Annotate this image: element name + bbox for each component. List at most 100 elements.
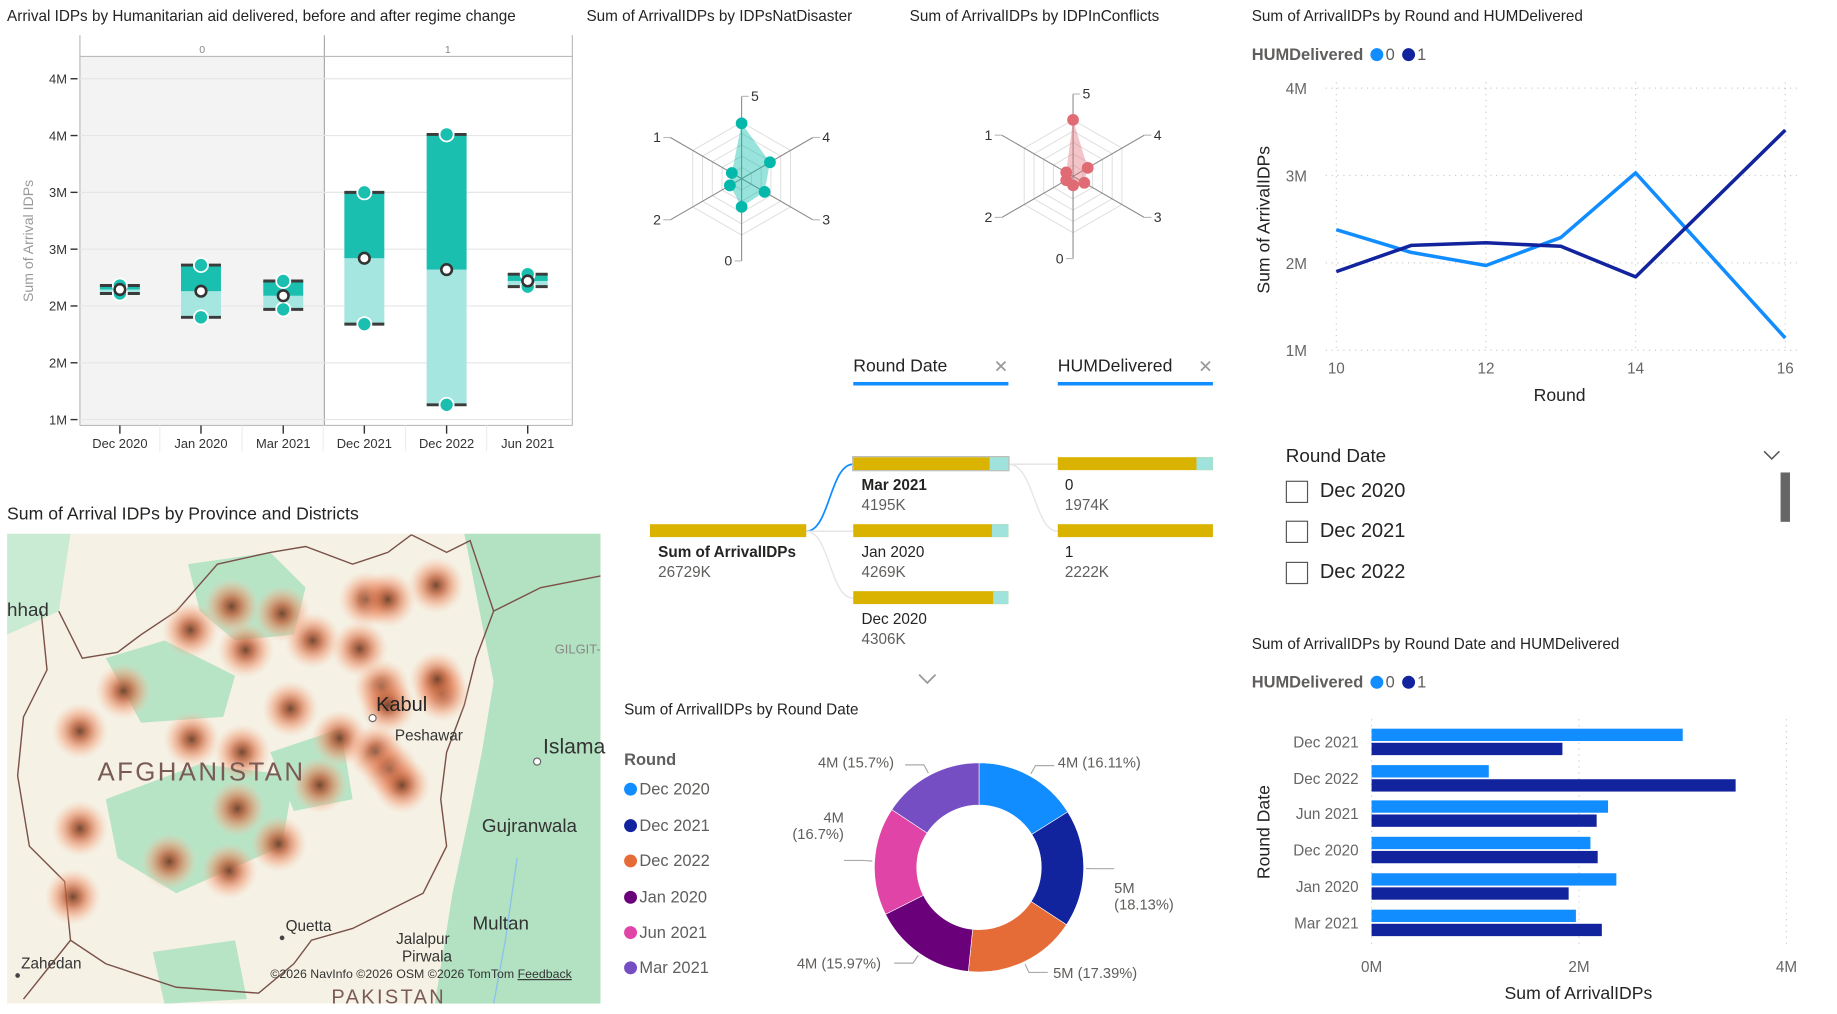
node-bar [1057, 524, 1213, 538]
slicer-item-dec-2022[interactable]: Dec 2022 [1285, 561, 1405, 585]
connector-selected [806, 463, 854, 533]
close-icon[interactable]: ✕ [993, 357, 1009, 378]
y-tick-label: 3M [49, 242, 67, 257]
legend-label: Dec 2021 [639, 815, 710, 835]
box-upper [426, 134, 467, 270]
donut-label-leader [844, 859, 873, 862]
legend-item[interactable]: Dec 2022 [624, 851, 710, 870]
feedback-link[interactable]: Feedback [517, 967, 572, 982]
node-value: 26729K [658, 562, 711, 581]
scrollbar-thumb[interactable] [1780, 472, 1790, 522]
facet-background [79, 56, 325, 426]
node-label: Jan 2020 [861, 542, 925, 561]
x-tick-label: Mar 2021 [256, 436, 311, 451]
median-marker [194, 284, 208, 298]
donut-label-leader [905, 764, 929, 774]
legend-label: 0 [1385, 44, 1395, 64]
radar-point [735, 200, 748, 213]
median-marker [357, 251, 371, 265]
slicer-item-label: Dec 2021 [1319, 519, 1406, 542]
legend-label: 1 [1417, 672, 1427, 692]
level-header-label: Round Date [853, 356, 948, 377]
legend-dot-icon [624, 782, 638, 796]
x-axis-title: Sum of ArrivalIDPs [1505, 983, 1653, 1003]
legend-dot-icon [624, 960, 638, 974]
level-header-label: HUMDelivered [1057, 356, 1173, 377]
data-point-high [193, 257, 209, 274]
bar-0 [1371, 836, 1591, 850]
y-tick-label: 2M [49, 355, 67, 370]
radar-point [725, 167, 738, 179]
heat-spot [213, 723, 271, 781]
map-label: Pirwala [401, 947, 453, 965]
radar-point [1078, 176, 1091, 189]
radar-conflicts-title: Sum of ArrivalIDPs by IDPInConflicts [909, 7, 1160, 25]
legend-item[interactable]: Mar 2021 [624, 958, 709, 977]
node-value: 1974K [1064, 495, 1110, 514]
legend-item-1[interactable]: 1 [1401, 672, 1427, 692]
slicer-item-dec-2020[interactable]: Dec 2020 [1285, 479, 1406, 504]
checkbox[interactable] [1285, 520, 1309, 543]
map[interactable] [7, 533, 601, 1004]
y-tick-label: Jan 2020 [1296, 879, 1359, 896]
y-tick-label: Dec 2022 [1293, 771, 1358, 788]
map-label: Islama [542, 734, 606, 759]
x-axis-title: Round [1534, 385, 1586, 405]
node-bar-remainder [991, 524, 1009, 538]
heat-spot [163, 711, 220, 768]
legend-label: Jan 2020 [639, 887, 708, 907]
radar-nat-disaster-title: Sum of ArrivalIDPs by IDPsNatDisaster [586, 7, 853, 25]
slicer-item-dec-2021[interactable]: Dec 2021 [1285, 519, 1406, 543]
x-tick-label: Dec 2020 [92, 436, 147, 451]
legend-item[interactable]: Jan 2020 [624, 887, 707, 906]
legend-item-1[interactable]: 1 [1401, 45, 1426, 63]
box-upper [344, 192, 385, 259]
legend-title: HUMDelivered [1251, 672, 1364, 692]
chevron-down-icon[interactable] [918, 673, 937, 685]
x-tick-label: Jan 2020 [174, 436, 227, 451]
heat-spot [359, 571, 417, 628]
slicer-title: Round Date [1285, 446, 1387, 467]
chevron-down-icon[interactable] [1763, 450, 1781, 461]
node-bar [649, 524, 807, 538]
heat-spot [95, 662, 152, 720]
donut-data-label: 5M (17.39%) [1053, 964, 1138, 982]
close-icon[interactable]: ✕ [1198, 357, 1213, 378]
connector [806, 530, 854, 599]
donut-slice [891, 762, 980, 834]
y-tick-label: 2M [49, 299, 67, 314]
level-header-humdelivered[interactable]: HUMDelivered ✕ [1057, 356, 1213, 386]
level-header-round-date[interactable]: Round Date ✕ [853, 356, 1009, 386]
heat-spot [200, 842, 258, 900]
bar-chart-legend: HUMDelivered 0 1 [1252, 672, 1427, 691]
legend-item[interactable]: Dec 2020 [624, 779, 710, 798]
node-bar-remainder [1196, 457, 1213, 471]
y-tick-label: 1M [1286, 343, 1307, 360]
terrain-green [7, 533, 71, 635]
y-tick-label: Dec 2020 [1293, 843, 1358, 860]
legend-item[interactable]: Dec 2021 [624, 815, 710, 835]
legend-label: Mar 2021 [639, 957, 709, 977]
slicer-item-label: Dec 2020 [1319, 479, 1406, 502]
terrain-green [434, 533, 601, 1004]
legend-dot-icon [1370, 47, 1384, 61]
checkbox[interactable] [1285, 561, 1309, 584]
y-tick-label: 3M [1286, 168, 1307, 185]
legend-item-0[interactable]: 0 [1370, 44, 1395, 64]
legend-item-0[interactable]: 0 [1370, 672, 1395, 691]
checkbox[interactable] [1285, 480, 1309, 503]
radar-axis-label: 1 [653, 129, 661, 145]
node-label: Dec 2020 [861, 609, 927, 628]
bar-1 [1371, 742, 1563, 756]
heat-spot [284, 612, 341, 669]
legend-dot-icon [1401, 675, 1415, 689]
legend-item[interactable]: Jun 2021 [624, 923, 707, 941]
radar-axis-label: 3 [822, 211, 830, 227]
node-bar-remainder [989, 457, 1009, 471]
